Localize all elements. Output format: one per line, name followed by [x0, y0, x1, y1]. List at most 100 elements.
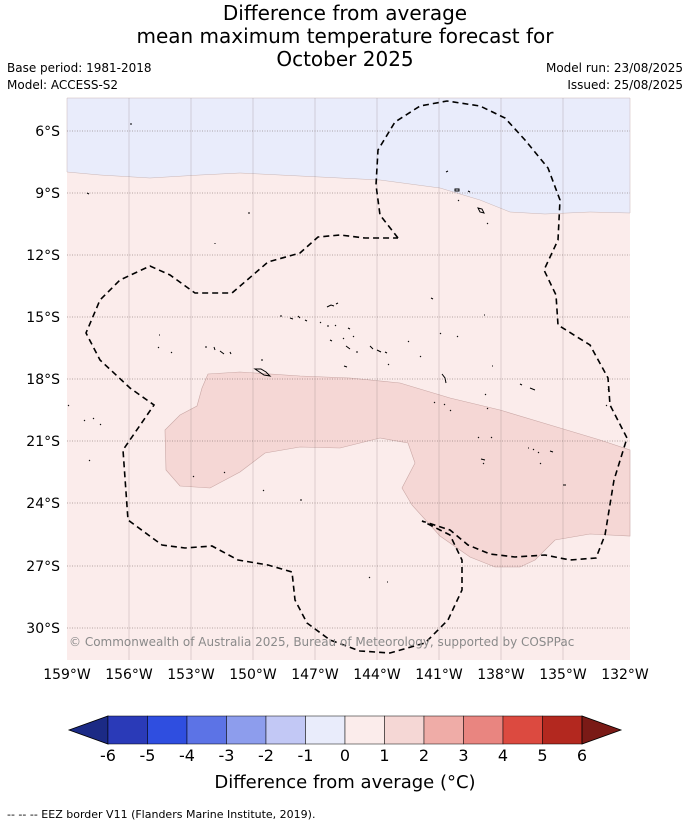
colorbar-segment [542, 715, 583, 745]
colorbar-tick: -1 [298, 746, 314, 765]
island-outline [368, 576, 371, 579]
island-outline [457, 199, 460, 202]
island-outline [88, 459, 91, 462]
colorbar-segment [502, 715, 543, 745]
eez-border-french-polynesia [85, 100, 628, 654]
lon-label: 147°W [291, 667, 339, 683]
colorbar-tick: -5 [140, 746, 156, 765]
colorbar-tick: -2 [258, 746, 274, 765]
colorbar-segment [226, 715, 267, 745]
colorbar-tick: 5 [537, 746, 547, 765]
colorbar-ticks: -6 -5 -4 -3 -2 -1 0 1 2 3 4 5 6 [100, 746, 587, 765]
map-title: Difference from average mean maximum tem… [0, 2, 690, 71]
lat-label: 12°S [26, 248, 60, 264]
colorbar: -6 -5 -4 -3 -2 -1 0 1 2 3 4 5 6 [67, 715, 623, 765]
island-outline [519, 383, 536, 391]
colorbar-segment [186, 715, 227, 745]
island-outline [484, 393, 489, 410]
meta-right: Model run: 23/08/2025 Issued: 25/08/2025 [546, 60, 683, 94]
colorbar-tick: 4 [498, 746, 508, 765]
lon-label: 132°W [601, 667, 649, 683]
colorbar-title: Difference from average (°C) [214, 772, 476, 793]
island-outline [223, 471, 226, 474]
meta-left: Base period: 1981-2018 Model: ACCESS-S2 [7, 60, 152, 94]
lat-label: 21°S [26, 434, 60, 450]
lat-label: 24°S [26, 496, 60, 512]
island-outline [192, 475, 195, 478]
colorbar-tick: 2 [419, 746, 429, 765]
issued-date: Issued: 25/08/2025 [567, 78, 683, 92]
colorbar-segment [463, 715, 504, 745]
island-outline [486, 222, 489, 225]
islands [67, 123, 610, 583]
colorbar-tick: 0 [340, 746, 350, 765]
colorbar-segment [423, 715, 464, 745]
island-outline [157, 346, 173, 354]
lon-label: 156°W [105, 667, 153, 683]
island-outline [369, 345, 388, 354]
island-outline [253, 368, 272, 377]
title-line-3: October 2025 [276, 47, 414, 71]
island-outline [345, 345, 358, 353]
lat-label: 9°S [35, 186, 60, 202]
model-name: Model: ACCESS-S2 [7, 78, 119, 92]
island-outline [433, 401, 452, 412]
island-outline [445, 170, 449, 173]
island-outline [205, 346, 232, 355]
anomaly-region-negative [66, 97, 631, 215]
lon-label: 135°W [539, 667, 587, 683]
colorbar-segment [107, 715, 148, 745]
island-outline [280, 315, 308, 322]
island-outline [528, 447, 554, 454]
island-outline [441, 373, 447, 384]
colorbar-tick: -6 [100, 746, 116, 765]
island-outline [387, 355, 422, 366]
colorbar-extend-high [581, 715, 623, 745]
colorbar-extend-low [67, 715, 109, 745]
island-outline [454, 188, 460, 192]
colorbar-segment [384, 715, 425, 745]
anomaly-region-1-2 [164, 371, 631, 568]
lon-label: 150°W [229, 667, 277, 683]
title-line-2: mean maximum temperature forecast for [136, 24, 554, 48]
title-line-1: Difference from average [222, 1, 468, 25]
island-outline [605, 404, 608, 407]
island-outline [326, 304, 335, 308]
colorbar-tick: 3 [458, 746, 468, 765]
island-outline [607, 388, 610, 392]
lat-label: 6°S [35, 124, 60, 140]
lat-label: 27°S [26, 559, 60, 575]
island-outline [539, 462, 542, 465]
island-outline [407, 332, 459, 343]
model-run: Model run: 23/08/2025 [545, 61, 683, 75]
colorbar-tick: -3 [219, 746, 235, 765]
colorbar-segment [344, 715, 385, 745]
lat-labels: 6°S 9°S 12°S 15°S 18°S 21°S 24°S 27°S 30… [26, 124, 60, 637]
island-outline [343, 365, 348, 368]
island-outline [329, 335, 355, 342]
island-outline [86, 192, 90, 195]
island-outline [335, 302, 339, 305]
island-outline [477, 207, 485, 214]
colorbar-segment [305, 715, 346, 745]
island-outline [262, 489, 265, 492]
island-outline [477, 436, 493, 439]
island-outline [480, 458, 486, 465]
island-outline [67, 404, 70, 407]
lat-label: 18°S [26, 372, 60, 388]
colorbar-tick: -4 [179, 746, 195, 765]
copyright-text: © Commonwealth of Australia 2025, Bureau… [69, 635, 574, 649]
base-period: Base period: 1981-2018 [7, 61, 152, 75]
island-outline [319, 321, 351, 330]
lat-label: 30°S [26, 621, 60, 637]
lon-label: 153°W [167, 667, 215, 683]
lon-label: 159°W [43, 667, 91, 683]
island-outline [467, 190, 471, 193]
colorbar-tick: 1 [379, 746, 389, 765]
lon-labels: 159°W 156°W 153°W 150°W 147°W 144°W 141°… [43, 667, 649, 683]
colorbar-segment [265, 715, 306, 745]
island-outline [83, 417, 102, 426]
lat-label: 15°S [26, 310, 60, 326]
lon-label: 138°W [477, 667, 525, 683]
